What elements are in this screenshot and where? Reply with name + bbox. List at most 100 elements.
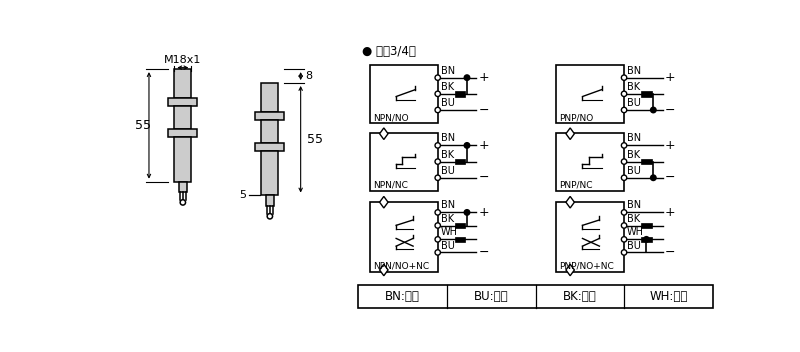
Text: BK: BK xyxy=(627,150,640,160)
Bar xyxy=(556,202,624,272)
Circle shape xyxy=(622,210,626,215)
Text: +: + xyxy=(478,206,489,219)
Bar xyxy=(174,106,191,129)
Text: NPN/NO+NC: NPN/NO+NC xyxy=(373,262,429,271)
Circle shape xyxy=(622,159,626,164)
Text: NPN/NC: NPN/NC xyxy=(373,181,408,190)
Text: WH: WH xyxy=(441,227,458,238)
Bar xyxy=(454,159,466,164)
Circle shape xyxy=(267,214,273,219)
Circle shape xyxy=(622,143,626,148)
Circle shape xyxy=(435,143,441,148)
Text: BU:兰色: BU:兰色 xyxy=(474,290,508,303)
Bar xyxy=(641,159,652,164)
Circle shape xyxy=(643,236,650,243)
Text: M18x1: M18x1 xyxy=(164,55,202,65)
Polygon shape xyxy=(379,264,388,276)
Text: −: − xyxy=(665,246,675,259)
Text: −: − xyxy=(478,103,489,117)
Polygon shape xyxy=(379,196,388,208)
Text: 5: 5 xyxy=(239,190,246,201)
Text: BN: BN xyxy=(627,66,642,76)
Polygon shape xyxy=(566,196,574,208)
Circle shape xyxy=(622,75,626,80)
Circle shape xyxy=(622,223,626,228)
Text: BK: BK xyxy=(627,214,640,224)
Bar xyxy=(168,129,198,137)
Text: PNP/NO: PNP/NO xyxy=(559,113,594,122)
Text: BN: BN xyxy=(441,201,455,210)
Bar xyxy=(454,223,466,228)
Text: BN: BN xyxy=(441,66,455,76)
Text: WH:白色: WH:白色 xyxy=(650,290,688,303)
Circle shape xyxy=(435,75,441,80)
Circle shape xyxy=(650,107,657,113)
Text: BU: BU xyxy=(627,98,641,108)
Circle shape xyxy=(622,107,626,113)
Circle shape xyxy=(650,174,657,181)
Circle shape xyxy=(463,142,470,149)
Circle shape xyxy=(435,250,441,255)
Text: +: + xyxy=(665,71,675,84)
Circle shape xyxy=(463,209,470,216)
Text: +: + xyxy=(478,71,489,84)
Text: ● 直涁3/4线: ● 直涁3/4线 xyxy=(362,45,416,58)
Text: +: + xyxy=(665,206,675,219)
Circle shape xyxy=(435,210,441,215)
Bar xyxy=(174,137,191,182)
Circle shape xyxy=(435,237,441,242)
Text: −: − xyxy=(478,171,489,184)
Text: BN: BN xyxy=(441,133,455,144)
Bar xyxy=(179,182,186,193)
Text: BU: BU xyxy=(441,166,454,176)
Circle shape xyxy=(435,91,441,96)
Text: BU: BU xyxy=(441,240,454,251)
Bar xyxy=(168,99,198,106)
Circle shape xyxy=(435,175,441,181)
Text: PNP/NC: PNP/NC xyxy=(559,181,593,190)
Bar xyxy=(255,112,285,120)
Bar xyxy=(454,237,466,242)
Bar xyxy=(266,195,274,206)
Text: −: − xyxy=(478,246,489,259)
Polygon shape xyxy=(566,128,574,139)
Text: BU: BU xyxy=(441,98,454,108)
Bar xyxy=(641,237,652,242)
Bar xyxy=(358,285,714,308)
Circle shape xyxy=(435,159,441,164)
Polygon shape xyxy=(379,128,388,139)
Bar xyxy=(174,69,191,99)
Text: BN: BN xyxy=(627,133,642,144)
Text: 8: 8 xyxy=(306,71,313,81)
Text: BU: BU xyxy=(627,240,641,251)
Bar xyxy=(370,65,438,123)
Text: +: + xyxy=(478,139,489,152)
Bar xyxy=(262,83,278,112)
Text: 55: 55 xyxy=(307,133,323,146)
Text: BN: BN xyxy=(627,201,642,210)
Bar xyxy=(370,133,438,191)
Text: BK: BK xyxy=(627,82,640,92)
Text: BK: BK xyxy=(441,82,454,92)
Bar xyxy=(454,91,466,96)
Text: NPN/NO: NPN/NO xyxy=(373,113,409,122)
Text: BU: BU xyxy=(627,166,641,176)
Circle shape xyxy=(622,91,626,96)
Text: BN:棕色: BN:棕色 xyxy=(385,290,419,303)
Bar xyxy=(255,143,285,151)
Bar xyxy=(641,223,652,228)
Circle shape xyxy=(463,74,470,81)
Text: −: − xyxy=(665,103,675,117)
Text: BK: BK xyxy=(441,214,454,224)
Bar xyxy=(556,65,624,123)
Bar xyxy=(641,91,652,96)
Circle shape xyxy=(435,223,441,228)
Bar xyxy=(370,202,438,272)
Text: BK: BK xyxy=(441,150,454,160)
Text: −: − xyxy=(665,171,675,184)
Circle shape xyxy=(622,250,626,255)
Circle shape xyxy=(622,237,626,242)
Polygon shape xyxy=(566,264,574,276)
Text: PNP/NO+NC: PNP/NO+NC xyxy=(559,262,614,271)
Text: 55: 55 xyxy=(135,119,151,132)
